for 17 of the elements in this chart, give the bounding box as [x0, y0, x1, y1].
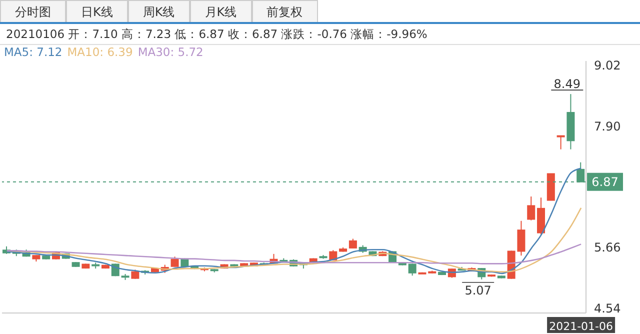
text: 月K线 — [190, 0, 252, 22]
chart-subtitle: 20210106 开：7.10 高：7.23 低：6.87 收：6.87 涨跌：-0.76 涨幅：-9.96% — [0, 24, 640, 45]
y-tick-label: 5.66 — [594, 240, 621, 255]
annotation: 8.49 — [554, 77, 581, 92]
text: 日K线 — [66, 0, 128, 22]
y-tick-label: 4.54 — [594, 301, 621, 316]
text: 周K线 — [128, 0, 190, 22]
ref-line-label: 6.87 — [592, 174, 618, 189]
x-tick-label: 2021-01-06 — [549, 320, 614, 333]
y-tick-label: 7.90 — [594, 119, 621, 134]
text: MA30: 5.72 — [138, 45, 204, 59]
annotation: 5.07 — [464, 283, 492, 298]
text: MA10: 6.39 — [67, 45, 133, 59]
text: MA5: 7.12 — [4, 45, 62, 59]
text: 前复权 — [252, 0, 318, 22]
y-tick-label: 9.02 — [594, 58, 621, 73]
text: 分时图 — [0, 0, 66, 22]
